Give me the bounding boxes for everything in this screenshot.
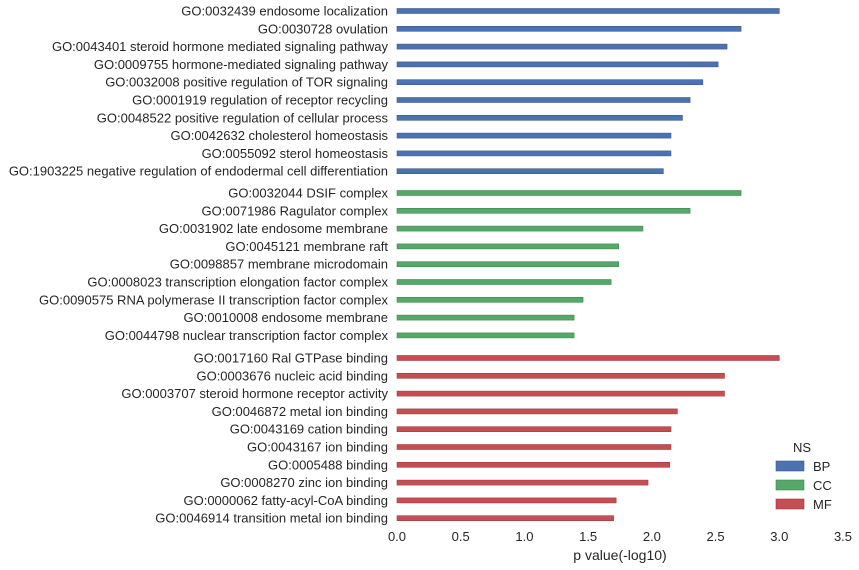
bar-20 — [396, 355, 780, 361]
category-label-26: GO:0005488 binding — [268, 457, 388, 472]
bar-16 — [396, 279, 612, 285]
category-label-27: GO:0008270 zinc ion binding — [220, 475, 388, 490]
category-label-19: GO:0044798 nuclear transcription factor … — [105, 328, 389, 343]
x-tick-label-7: 3.0 — [770, 529, 788, 544]
bar-1 — [396, 8, 780, 14]
bar-15 — [396, 261, 620, 268]
bar-5 — [396, 79, 704, 85]
bar-11 — [396, 190, 742, 196]
category-labels-group: GO:0032439 endosome localization GO:00307… — [9, 4, 389, 526]
legend-label-cc: CC — [813, 478, 832, 493]
bar-4 — [396, 61, 719, 68]
bar-27 — [396, 479, 649, 486]
category-label-12: GO:0071986 Ragulator complex — [202, 203, 389, 218]
category-label-2: GO:0030728 ovulation — [258, 21, 388, 36]
category-label-14: GO:0045121 membrane raft — [225, 239, 388, 254]
category-label-20: GO:0017160 Ral GTPase binding — [194, 351, 388, 366]
bar-18 — [396, 314, 575, 321]
bar-6 — [396, 97, 691, 103]
x-tick-label-8: 3.5 — [834, 529, 852, 544]
category-label-15: GO:0098857 membrane microdomain — [170, 257, 388, 272]
x-ticks-group: 0.0 0.5 1.0 1.5 2.0 2.5 3.0 3.5 — [388, 529, 852, 544]
x-tick-label-4: 1.5 — [579, 529, 597, 544]
bar-7 — [396, 115, 683, 121]
legend-swatch-bp — [775, 460, 805, 472]
bar-17 — [396, 296, 584, 303]
category-label-9: GO:0055092 sterol homeostasis — [202, 146, 389, 161]
bar-10 — [396, 168, 664, 174]
bar-28 — [396, 497, 617, 504]
x-tick-label-2: 0.5 — [452, 529, 470, 544]
bar-26 — [396, 461, 670, 468]
x-axis-label: p value(-log10) — [573, 547, 666, 563]
legend-title: NS — [793, 440, 811, 455]
category-label-22: GO:0003707 steroid hormone receptor acti… — [121, 386, 388, 401]
bar-25 — [396, 444, 672, 450]
category-label-11: GO:0032044 DSIF complex — [228, 186, 388, 201]
legend-swatch-mf — [775, 498, 805, 510]
bar-29 — [396, 515, 614, 522]
category-label-18: GO:0010008 endosome membrane — [183, 310, 388, 325]
category-label-5: GO:0032008 positive regulation of TOR si… — [105, 75, 388, 90]
x-tick-label-1: 0.0 — [388, 529, 406, 544]
bar-14 — [396, 243, 620, 250]
bar-3 — [396, 43, 728, 50]
bar-13 — [396, 225, 644, 232]
bars-group — [396, 8, 780, 522]
bar-21 — [396, 372, 725, 379]
bar-23 — [396, 408, 678, 415]
category-label-25: GO:0043167 ion binding — [247, 440, 388, 455]
category-label-29: GO:0046914 transition metal ion binding — [155, 511, 388, 526]
x-tick-label-6: 2.5 — [707, 529, 725, 544]
legend-label-bp: BP — [813, 459, 830, 474]
bar-8 — [396, 132, 672, 139]
bar-24 — [396, 426, 672, 433]
x-tick-label-3: 1.0 — [515, 529, 533, 544]
category-label-6: GO:0001919 regulation of receptor recycl… — [132, 93, 388, 108]
bar-22 — [396, 390, 725, 397]
bar-12 — [396, 208, 691, 214]
x-tick-label-5: 2.0 — [643, 529, 661, 544]
category-label-7: GO:0048522 positive regulation of cellul… — [97, 110, 389, 125]
category-label-1: GO:0032439 endosome localization — [181, 4, 388, 19]
category-label-4: GO:0009755 hormone-mediated signaling pa… — [94, 57, 389, 72]
category-label-13: GO:0031902 late endosome membrane — [159, 221, 388, 236]
bar-9 — [396, 150, 672, 157]
category-label-17: GO:0090575 RNA polymerase II transcripti… — [39, 292, 388, 307]
bar-19 — [396, 332, 575, 339]
bar-2 — [396, 25, 742, 32]
legend-label-mf: MF — [813, 497, 832, 512]
category-label-8: GO:0042632 cholesterol homeostasis — [170, 128, 388, 143]
category-label-23: GO:0046872 metal ion binding — [212, 404, 388, 419]
category-label-28: GO:0000062 fatty-acyl-CoA binding — [183, 493, 388, 508]
category-label-21: GO:0003676 nucleic acid binding — [196, 368, 388, 383]
category-label-16: GO:0008023 transcription elongation fact… — [87, 275, 388, 290]
legend-swatch-cc — [775, 479, 805, 491]
category-label-3: GO:0043401 steroid hormone mediated sign… — [52, 39, 389, 54]
category-label-10: GO:1903225 negative regulation of endode… — [9, 164, 388, 179]
category-label-24: GO:0043169 cation binding — [230, 422, 388, 437]
